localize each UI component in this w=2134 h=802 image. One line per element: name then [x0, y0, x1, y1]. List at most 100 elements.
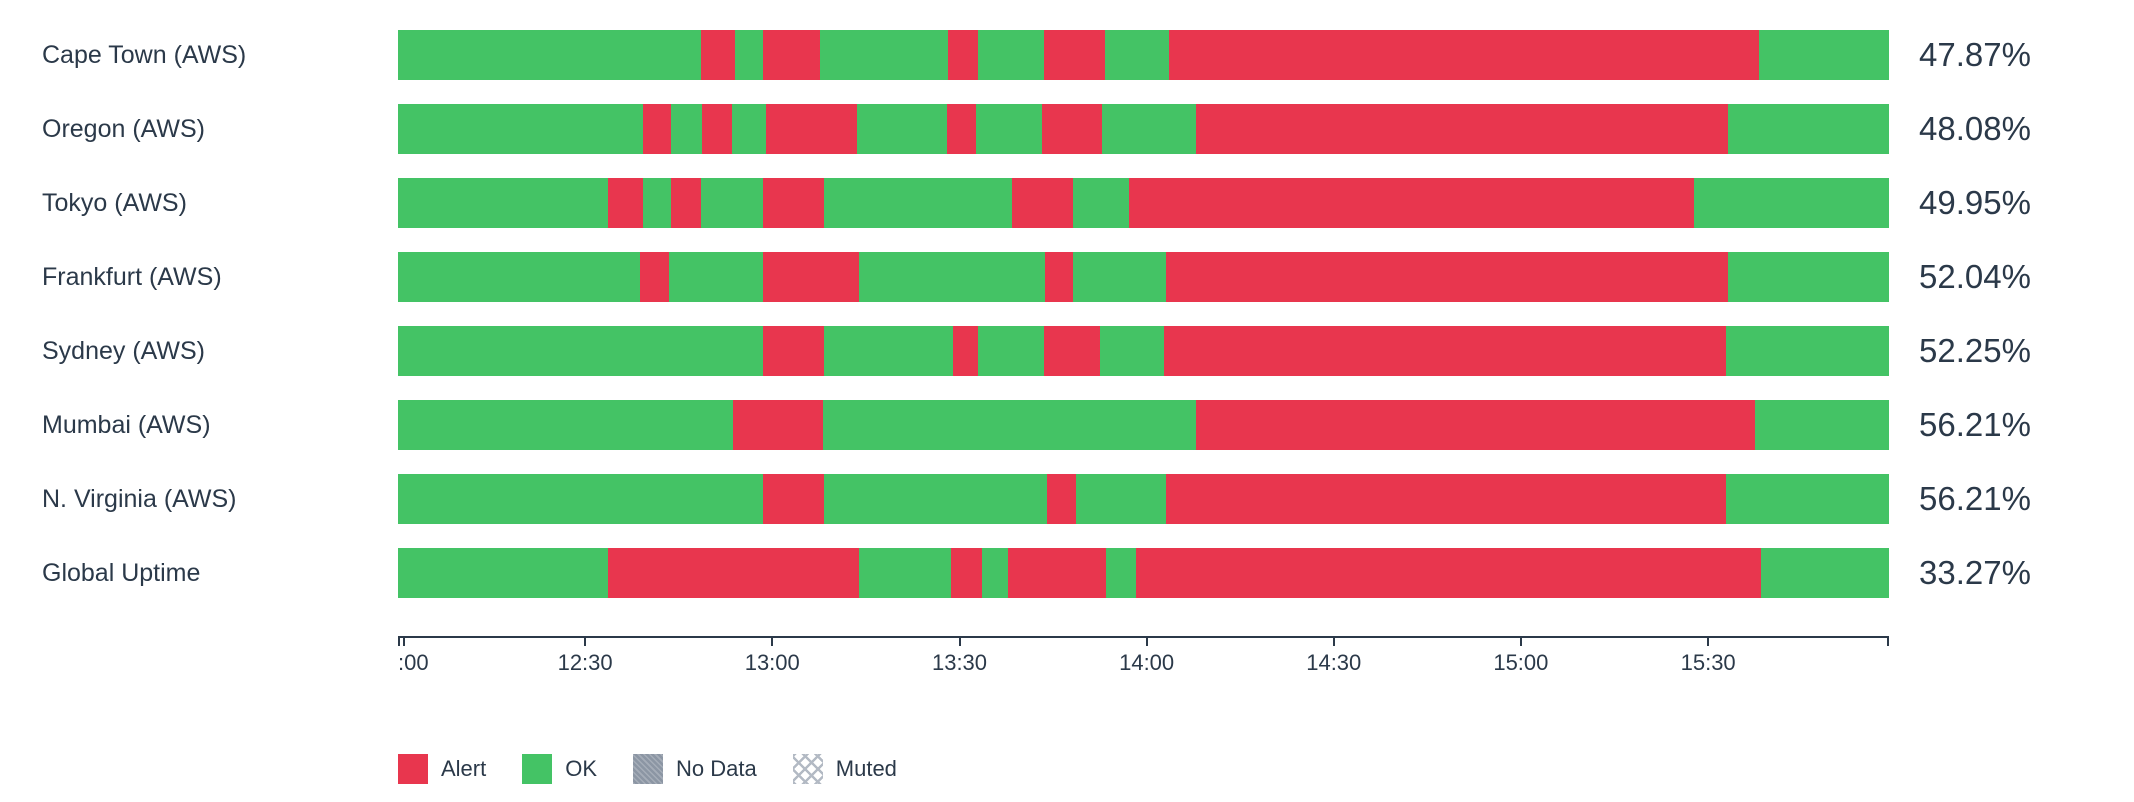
segment-ok[interactable] — [700, 178, 764, 228]
segment-alert[interactable] — [763, 178, 825, 228]
segment-alert[interactable] — [670, 178, 701, 228]
segment-alert[interactable] — [702, 104, 732, 154]
status-timeline-bar[interactable] — [398, 474, 1889, 524]
segment-ok[interactable] — [398, 326, 764, 376]
segment-alert[interactable] — [763, 326, 825, 376]
segment-ok[interactable] — [642, 178, 671, 228]
segment-ok[interactable] — [1760, 548, 1889, 598]
segment-alert[interactable] — [1128, 178, 1694, 228]
segment-alert[interactable] — [1045, 252, 1074, 302]
segment-ok[interactable] — [1101, 104, 1196, 154]
segment-ok[interactable] — [1693, 178, 1889, 228]
segment-ok[interactable] — [1100, 326, 1165, 376]
segment-ok[interactable] — [1727, 104, 1889, 154]
status-timeline-bar[interactable] — [398, 30, 1889, 80]
segment-ok[interactable] — [1106, 548, 1136, 598]
segment-alert[interactable] — [1165, 474, 1727, 524]
segment-alert[interactable] — [766, 104, 858, 154]
status-row: Cape Town (AWS) 47.87% — [0, 18, 2134, 92]
segment-alert[interactable] — [948, 30, 978, 80]
segment-alert[interactable] — [763, 30, 820, 80]
segment-alert[interactable] — [639, 252, 670, 302]
segment-alert[interactable] — [1007, 548, 1107, 598]
segment-ok[interactable] — [1073, 252, 1166, 302]
segment-alert[interactable] — [642, 104, 671, 154]
region-label: N. Virginia (AWS) — [42, 485, 237, 513]
segment-ok[interactable] — [398, 252, 640, 302]
segment-alert[interactable] — [763, 252, 859, 302]
status-row: Sydney (AWS) 52.25% — [0, 314, 2134, 388]
segment-ok[interactable] — [822, 400, 1196, 450]
segment-alert[interactable] — [1046, 474, 1077, 524]
status-row: Tokyo (AWS) 49.95% — [0, 166, 2134, 240]
segment-ok[interactable] — [858, 252, 1046, 302]
segment-ok[interactable] — [1073, 178, 1129, 228]
legend: Alert OK No Data Muted — [398, 754, 2134, 784]
segment-ok[interactable] — [1759, 30, 1889, 80]
segment-alert[interactable] — [700, 30, 735, 80]
segment-ok[interactable] — [977, 326, 1044, 376]
segment-ok[interactable] — [982, 548, 1008, 598]
segment-ok[interactable] — [819, 30, 949, 80]
segment-alert[interactable] — [952, 326, 978, 376]
legend-item-ok[interactable]: OK — [522, 754, 597, 784]
segment-alert[interactable] — [1135, 548, 1761, 598]
segment-ok[interactable] — [824, 326, 953, 376]
region-label: Tokyo (AWS) — [42, 189, 187, 217]
segment-alert[interactable] — [946, 104, 977, 154]
status-timeline-bar[interactable] — [398, 104, 1889, 154]
status-timeline-bar[interactable] — [398, 178, 1889, 228]
time-axis-row: :00 12:30 13:00 13:30 14:00 14:30 15:00 15:30 — [0, 636, 2134, 682]
status-timeline-bar[interactable] — [398, 326, 1889, 376]
segment-alert[interactable] — [1043, 326, 1101, 376]
segment-alert[interactable] — [763, 474, 825, 524]
segment-ok[interactable] — [824, 178, 1013, 228]
segment-ok[interactable] — [1727, 252, 1889, 302]
segment-alert[interactable] — [1042, 104, 1102, 154]
segment-ok[interactable] — [669, 252, 764, 302]
segment-alert[interactable] — [1168, 30, 1760, 80]
segment-ok[interactable] — [398, 178, 609, 228]
segment-alert[interactable] — [951, 548, 983, 598]
axis-tick-label: 12:30 — [557, 650, 613, 675]
segment-alert[interactable] — [1165, 252, 1728, 302]
segment-ok[interactable] — [731, 104, 767, 154]
segment-ok[interactable] — [977, 30, 1044, 80]
segment-alert[interactable] — [1164, 326, 1727, 376]
status-timeline-bar[interactable] — [398, 400, 1889, 450]
segment-alert[interactable] — [733, 400, 823, 450]
segment-ok[interactable] — [857, 104, 947, 154]
status-timeline-bar[interactable] — [398, 252, 1889, 302]
segment-alert[interactable] — [608, 178, 643, 228]
segment-alert[interactable] — [1195, 400, 1755, 450]
time-axis: :00 12:30 13:00 13:30 14:00 14:30 15:00 15:30 — [398, 636, 1889, 682]
segment-ok[interactable] — [398, 400, 734, 450]
legend-item-nodata[interactable]: No Data — [633, 754, 757, 784]
axis-left-spacer — [0, 636, 398, 682]
segment-ok[interactable] — [398, 30, 701, 80]
legend-label: Muted — [835, 756, 897, 781]
segment-ok[interactable] — [858, 548, 952, 598]
region-label: Global Uptime — [42, 559, 201, 587]
segment-alert[interactable] — [608, 548, 859, 598]
segment-alert[interactable] — [1195, 104, 1728, 154]
legend-item-muted[interactable]: Muted — [792, 754, 897, 784]
segment-ok[interactable] — [824, 474, 1047, 524]
segment-ok[interactable] — [670, 104, 703, 154]
segment-ok[interactable] — [398, 548, 609, 598]
status-row: Global Uptime 33.27% — [0, 536, 2134, 610]
segment-ok[interactable] — [734, 30, 764, 80]
segment-ok[interactable] — [976, 104, 1043, 154]
segment-ok[interactable] — [1076, 474, 1166, 524]
legend-item-alert[interactable]: Alert — [398, 754, 486, 784]
segment-ok[interactable] — [1726, 474, 1889, 524]
segment-ok[interactable] — [1754, 400, 1889, 450]
segment-ok[interactable] — [398, 474, 764, 524]
status-timeline-bar[interactable] — [398, 548, 1889, 598]
segment-alert[interactable] — [1043, 30, 1105, 80]
segment-ok[interactable] — [398, 104, 643, 154]
segment-ok[interactable] — [1726, 326, 1889, 376]
segment-alert[interactable] — [1012, 178, 1074, 228]
uptime-value: 48.08% — [1919, 110, 2031, 147]
segment-ok[interactable] — [1104, 30, 1169, 80]
